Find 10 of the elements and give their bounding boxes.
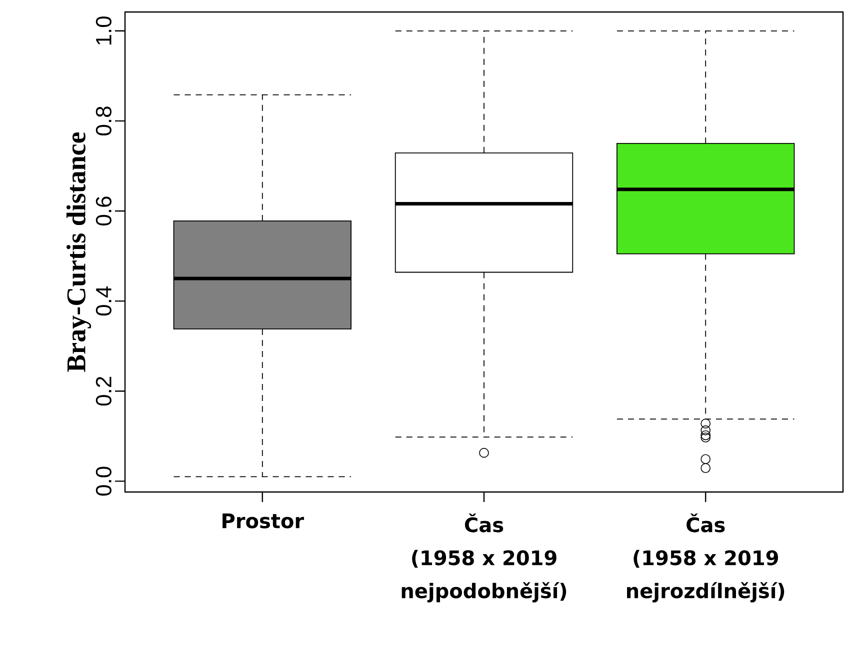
y-tick-label: 0.2 xyxy=(96,376,112,406)
y-tick-label: 0.0 xyxy=(96,466,112,496)
y-tick-label: 0.8 xyxy=(96,106,112,136)
y-axis-title: Bray-Curtis distance xyxy=(66,132,92,372)
x-tick-label: Čas (1958 x 2019 nejrozdílnější) xyxy=(627,514,784,602)
y-tick-label: 0.4 xyxy=(96,286,112,316)
x-tick-label: Prostor xyxy=(222,514,304,528)
x-tick-label: Čas (1958 x 2019 nejpodobnější) xyxy=(402,514,566,602)
y-tick-label: 0.6 xyxy=(96,196,112,226)
y-tick-label: 1.0 xyxy=(96,16,112,45)
